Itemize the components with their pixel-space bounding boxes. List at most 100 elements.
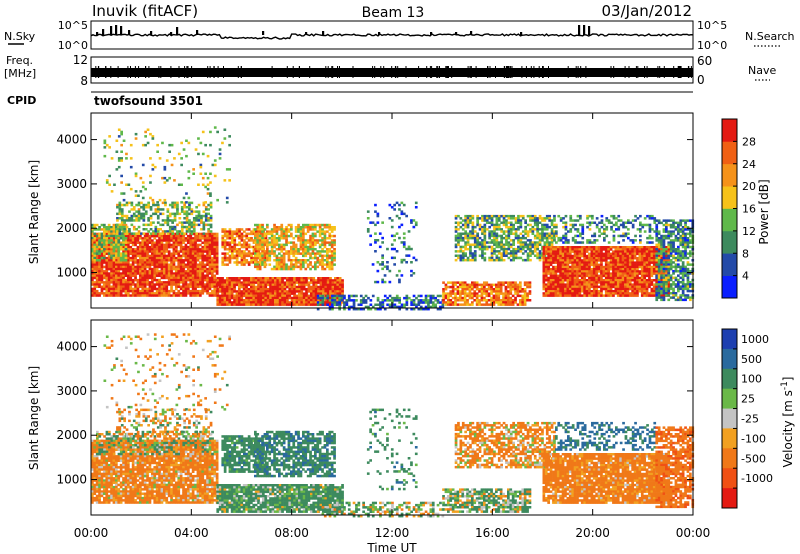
power-cell [188, 221, 191, 224]
power-cell [228, 250, 232, 253]
power-cell [471, 281, 474, 284]
freq-tick [657, 66, 659, 78]
power-cell [538, 217, 542, 220]
power-cell [120, 208, 124, 211]
power-cell [231, 248, 234, 251]
power-cell [119, 243, 123, 247]
power-cell [256, 261, 260, 264]
power-cell [203, 243, 207, 247]
power-cell [550, 221, 554, 224]
power-cell [155, 248, 159, 251]
power-cell [410, 261, 413, 264]
power-cell [500, 239, 503, 242]
power-cell [492, 294, 496, 298]
power-cell [146, 261, 149, 264]
power-cell [398, 278, 401, 282]
power-cell [184, 259, 188, 262]
power-cell [517, 214, 520, 218]
power-cell [245, 303, 248, 306]
power-cell [259, 296, 263, 300]
power-cell [459, 294, 462, 298]
power-cell [499, 299, 503, 302]
power-cell [568, 246, 572, 249]
power-cell [321, 243, 324, 247]
power-cell [270, 252, 274, 255]
power-cell [293, 299, 296, 302]
power-cell [471, 258, 475, 262]
power-cell [151, 256, 154, 260]
power-cell [172, 267, 176, 271]
power-cell [459, 292, 462, 295]
power-cell [341, 301, 344, 304]
power-cell [117, 234, 121, 238]
power-cell [221, 261, 225, 264]
power-cell [451, 281, 455, 284]
power-cell [514, 301, 517, 304]
power-cell [105, 265, 109, 269]
power-cell [194, 234, 197, 238]
power-cell [235, 283, 239, 287]
power-cell [93, 226, 97, 229]
power-cell [119, 289, 123, 293]
power-cell [463, 285, 467, 289]
power-cell [135, 228, 138, 231]
power-cell [490, 303, 493, 306]
power-cell [490, 230, 494, 233]
power-cell [231, 250, 234, 253]
power-cell [456, 281, 460, 284]
power-cell [196, 294, 200, 297]
power-cell [116, 217, 119, 220]
power-cell [127, 292, 130, 295]
power-cell [497, 252, 501, 255]
power-cell [258, 252, 262, 255]
freq-tick [394, 66, 396, 78]
power-cell [189, 272, 193, 275]
power-cell [333, 294, 337, 298]
power-cell [107, 243, 111, 247]
power-cell [235, 292, 239, 295]
power-cell [258, 245, 262, 249]
power-cell [509, 258, 513, 262]
power-cell [240, 263, 244, 266]
power-cell [93, 241, 97, 244]
power-cell [347, 307, 351, 311]
power-cell [424, 294, 428, 298]
power-cell [261, 261, 264, 264]
power-cell [270, 234, 274, 238]
power-cell [191, 239, 195, 242]
power-cell [91, 230, 94, 233]
power-cell [483, 214, 487, 218]
power-cell [243, 259, 246, 262]
power-cell [127, 237, 130, 240]
power-cell [103, 248, 106, 251]
power-cell [338, 279, 342, 282]
power-cell [374, 303, 377, 306]
power-cell [115, 274, 118, 277]
power-cell [117, 274, 121, 277]
power-cell [481, 225, 484, 229]
power-cell [304, 261, 308, 264]
power-cell [281, 277, 284, 280]
power-cell [238, 243, 241, 247]
power-cell [306, 252, 310, 255]
power-cell [158, 270, 161, 273]
power-cell [250, 256, 253, 260]
power-cell [376, 261, 380, 264]
power-cell [120, 225, 124, 229]
power-cell [268, 259, 272, 262]
power-cell [118, 230, 122, 233]
power-cell [107, 256, 111, 260]
power-cell [148, 272, 152, 275]
power-cell [261, 230, 264, 233]
power-cell [290, 265, 293, 269]
power-cell [388, 217, 392, 220]
power-cell [304, 223, 308, 227]
power-cell [306, 228, 310, 231]
power-cell [318, 252, 322, 255]
power-cell [547, 272, 550, 275]
power-cell [459, 290, 462, 293]
power-cell [304, 252, 308, 255]
power-cell [163, 243, 166, 247]
power-cell [543, 236, 547, 240]
sky-right-tick-top: 10^5 [697, 19, 727, 32]
